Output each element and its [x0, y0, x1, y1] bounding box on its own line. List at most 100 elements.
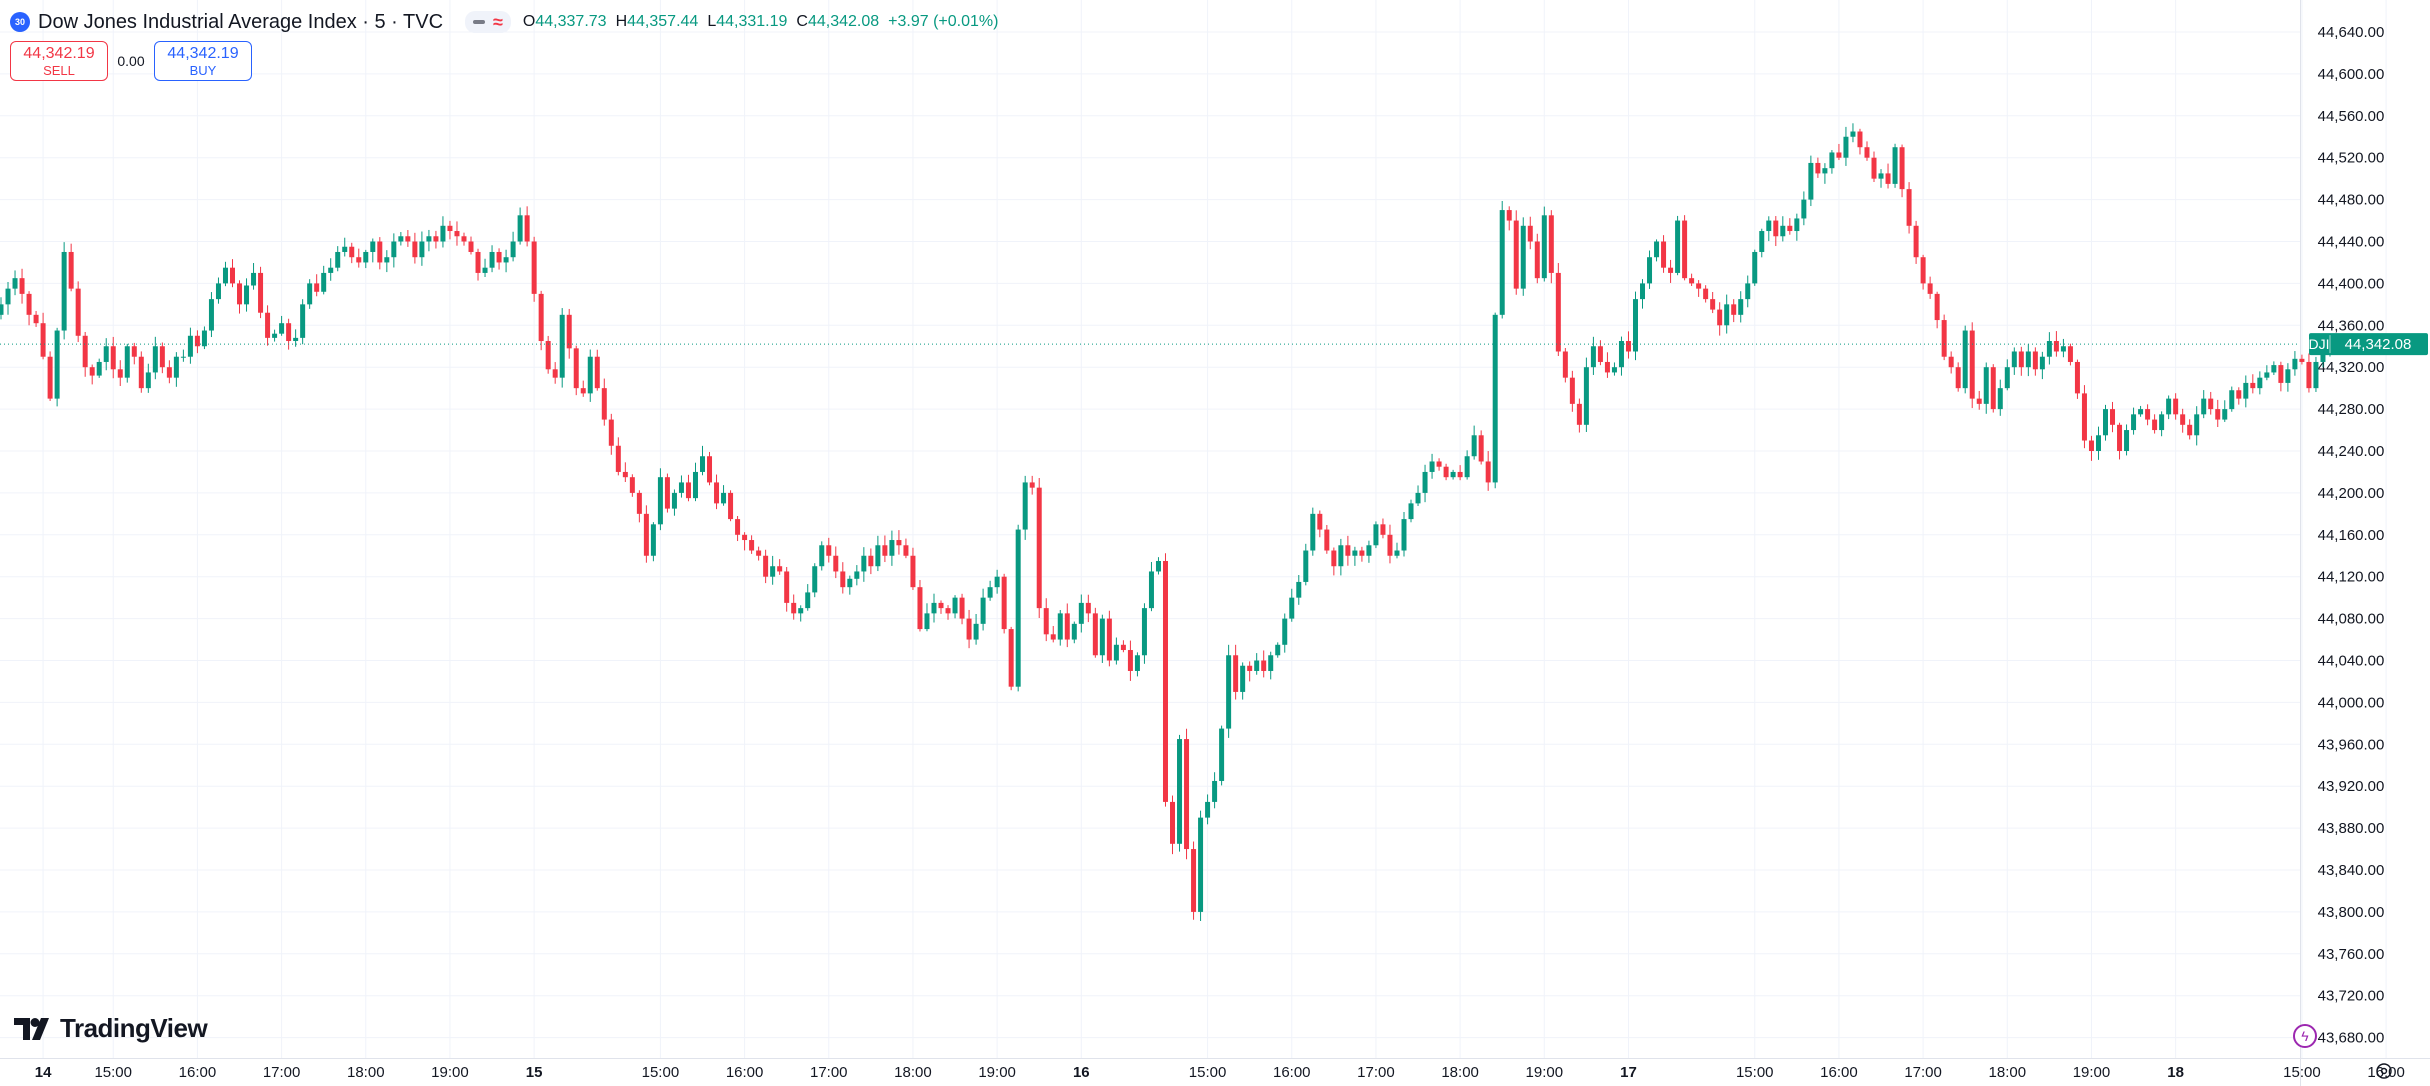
price-tick-label: 44,360.00: [2318, 317, 2385, 334]
candle-body: [447, 225, 453, 232]
candle-body: [2222, 409, 2228, 420]
candle: [2313, 356, 2319, 392]
candle-body: [1177, 739, 1183, 844]
time-tick-label: 17:00: [810, 1064, 848, 1081]
tradingview-brand[interactable]: TradingView: [14, 1013, 208, 1044]
time-tick-label: 17:00: [263, 1064, 301, 1081]
sell-button[interactable]: 44,342.19 SELL: [10, 41, 108, 81]
candle-body: [959, 597, 965, 619]
candle-body: [110, 346, 116, 370]
candle: [1008, 626, 1014, 691]
candle-body: [1226, 655, 1232, 729]
lightning-bolt-icon[interactable]: ϟ: [2293, 1024, 2317, 1048]
chart-settings-icon[interactable]: [2373, 1060, 2395, 1082]
candle-body: [868, 555, 874, 567]
candle: [1541, 206, 1547, 282]
candle: [1043, 598, 1049, 642]
candle-body: [461, 236, 467, 242]
candle: [152, 336, 158, 380]
candle: [194, 330, 200, 354]
candle: [1141, 603, 1147, 664]
candle: [68, 243, 74, 292]
candle: [244, 278, 250, 312]
candle: [587, 349, 593, 402]
candle: [300, 299, 306, 345]
candle-body: [1429, 461, 1435, 472]
candle-body: [363, 251, 369, 263]
candle-body: [26, 293, 32, 315]
candle-body: [152, 346, 158, 373]
candle-body: [61, 251, 67, 331]
candle-body: [0, 304, 4, 315]
candle-body: [1212, 780, 1218, 802]
candle-body: [2053, 341, 2059, 352]
candle: [1212, 772, 1218, 809]
candle-body: [426, 236, 432, 242]
candle-body: [812, 566, 818, 593]
candle: [1815, 157, 1821, 178]
candle: [1429, 453, 1435, 479]
candle-body: [2025, 351, 2031, 368]
candle-body: [1401, 519, 1407, 551]
candle: [1997, 379, 2003, 416]
candle: [159, 342, 165, 374]
candle-body: [2166, 398, 2172, 415]
candle-body: [1604, 361, 1610, 373]
candle: [1394, 542, 1400, 559]
candle: [496, 248, 502, 270]
candle: [819, 541, 825, 571]
time-tick-label: 16:00: [726, 1064, 764, 1081]
candle: [910, 547, 916, 590]
candle-body: [1155, 560, 1161, 572]
candle-body: [1717, 309, 1723, 326]
candle: [945, 605, 951, 620]
candle-body: [391, 241, 397, 258]
candle: [861, 547, 867, 582]
candle: [1436, 458, 1442, 471]
candle-body: [1506, 210, 1512, 221]
candle-body: [2060, 346, 2066, 352]
candle: [1120, 640, 1126, 653]
candle-body: [2067, 346, 2073, 362]
candle-body: [1499, 210, 1505, 315]
candle-body: [33, 314, 39, 324]
candle: [321, 265, 327, 295]
candle-body: [1345, 545, 1351, 556]
candle-body: [1184, 739, 1190, 850]
candle: [1640, 279, 1646, 309]
price-tick-label: 44,080.00: [2318, 611, 2385, 628]
candle: [1520, 217, 1526, 296]
candle-body: [131, 346, 137, 357]
candle: [1057, 609, 1063, 646]
candle-body: [531, 241, 537, 294]
symbol-title[interactable]: Dow Jones Industrial Average Index · 5 ·…: [38, 10, 444, 33]
candle-body: [68, 251, 74, 289]
candle: [1134, 652, 1140, 677]
candle-body: [89, 367, 95, 376]
candle-body: [489, 251, 495, 268]
low-value: 44,331.19: [716, 13, 788, 30]
buy-button[interactable]: 44,342.19 BUY: [154, 41, 252, 81]
market-status-icon[interactable]: ≈: [465, 11, 511, 33]
candle-body: [1141, 608, 1147, 656]
candle-body: [791, 602, 797, 614]
candle: [1366, 540, 1372, 563]
candle: [1618, 336, 1624, 376]
candle-body: [356, 257, 362, 263]
candle: [538, 290, 544, 351]
candle-body: [805, 592, 811, 609]
candle-body: [440, 225, 446, 242]
candle-body: [503, 257, 509, 263]
candle: [1275, 642, 1281, 658]
candle: [1843, 126, 1849, 166]
sell-price: 44,342.19: [23, 44, 95, 62]
candle-body: [1085, 602, 1091, 614]
candle-body: [1738, 299, 1744, 315]
candle-body: [2257, 377, 2263, 389]
candle: [531, 236, 537, 302]
candle-body: [2236, 390, 2242, 399]
candle: [1990, 364, 1996, 413]
dow-jones-logo-icon[interactable]: 30: [10, 12, 30, 32]
